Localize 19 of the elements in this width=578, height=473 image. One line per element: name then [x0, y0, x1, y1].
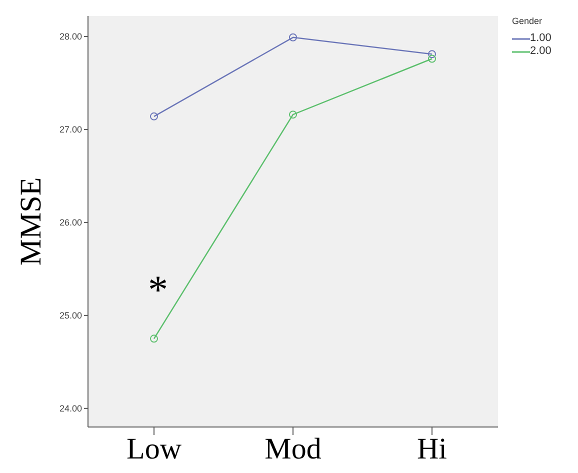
- y-tick-label: 24.00: [59, 404, 82, 414]
- point: [289, 110, 297, 119]
- annotation: *: [148, 267, 168, 312]
- y-tick-label: 28.00: [59, 32, 82, 42]
- x-tick-label: Hi: [417, 432, 447, 466]
- y-tick-label: 27.00: [59, 124, 82, 135]
- point: [428, 54, 436, 63]
- point: [150, 334, 158, 343]
- legend-label: 1.00: [530, 32, 552, 45]
- x-tick-label: Mod: [264, 432, 322, 466]
- point: [150, 112, 158, 120]
- legend-label: 2.00: [530, 45, 552, 58]
- y-axis-title: MMSE: [14, 177, 48, 266]
- x-tick-label: Low: [126, 432, 182, 466]
- legend-title: Gender: [512, 16, 544, 26]
- point: [428, 50, 436, 58]
- point: [289, 33, 297, 42]
- y-tick-label: 26.00: [59, 218, 82, 228]
- y-tick-label: 25.00: [59, 310, 82, 321]
